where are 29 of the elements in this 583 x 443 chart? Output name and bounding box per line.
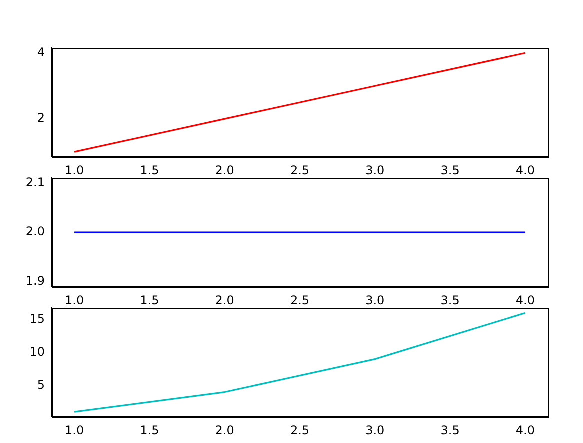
x-tick-label: 3.5 (440, 163, 460, 178)
x-tick-label: 3.0 (366, 293, 385, 308)
y-tick-label: 1.9 (26, 274, 45, 288)
y-tick-label: 10 (30, 344, 45, 359)
x-tick-label: 1.0 (65, 423, 84, 438)
x-tick-label: 3.5 (440, 423, 460, 438)
y-tick-label: 4 (37, 45, 45, 60)
x-tick-label: 4.0 (516, 423, 535, 438)
x-tick-label: 2.0 (215, 293, 234, 308)
x-tick-label: 1.5 (140, 293, 160, 308)
x-tick-label: 2.0 (215, 423, 234, 438)
x-tick-label: 4.0 (516, 293, 535, 308)
x-tick-label: 3.0 (366, 163, 385, 178)
x-tick-label: 1.5 (140, 423, 160, 438)
x-tick-label: 3.0 (366, 423, 385, 438)
x-tick-label: 1.5 (140, 163, 160, 178)
x-tick-label: 4.0 (516, 163, 535, 178)
y-tick-label: 2.1 (26, 175, 45, 190)
x-tick-label: 2.5 (290, 293, 310, 308)
x-tick-label: 2.5 (290, 423, 310, 438)
y-tick-label: 15 (30, 312, 45, 326)
x-tick-label: 3.5 (440, 293, 460, 308)
x-tick-label: 1.0 (65, 163, 84, 178)
x-tick-label: 2.5 (290, 163, 310, 178)
y-tick-label: 5 (37, 378, 45, 392)
y-tick-label: 2 (37, 111, 45, 126)
y-tick-label: 2.0 (26, 224, 45, 239)
x-tick-label: 2.0 (215, 163, 234, 178)
x-tick-label: 1.0 (65, 293, 84, 308)
